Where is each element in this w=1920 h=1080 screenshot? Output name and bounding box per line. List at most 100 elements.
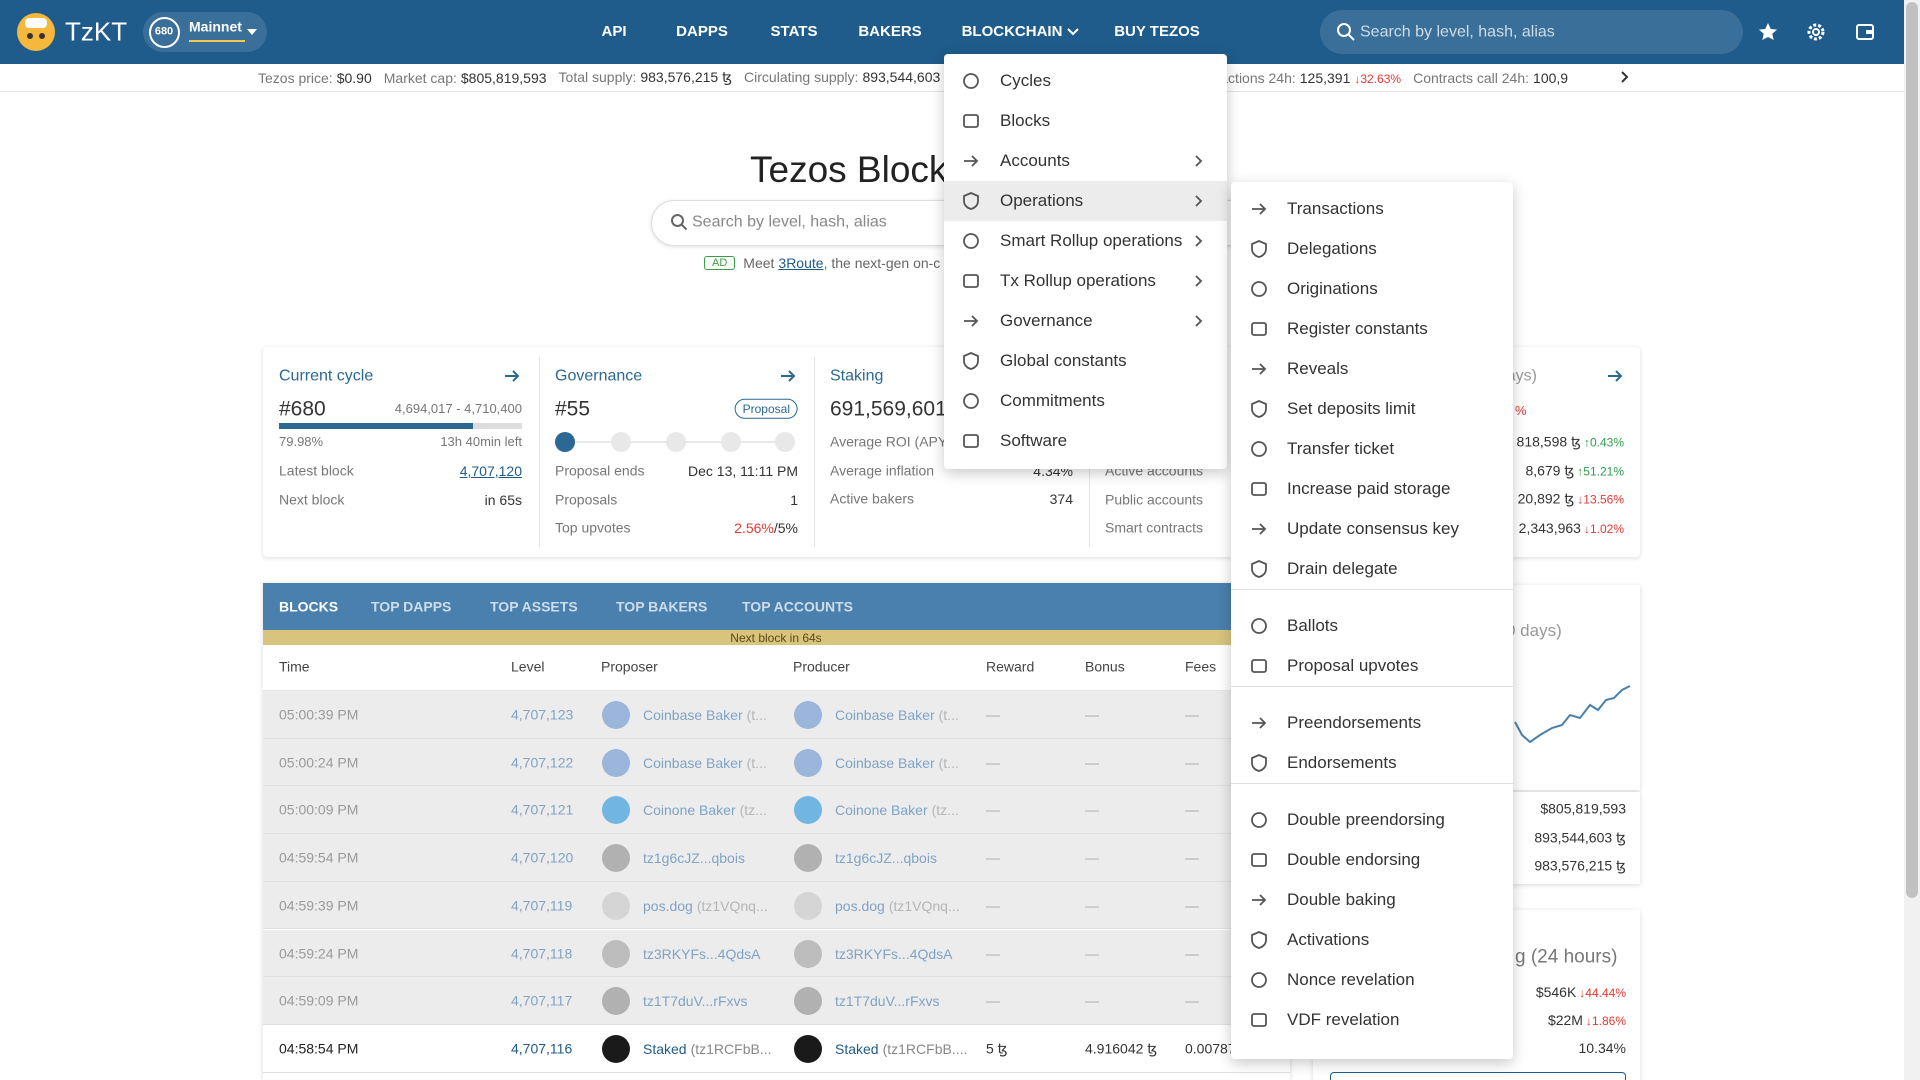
- avatar: [602, 748, 630, 777]
- staking-title: g (24 hours): [1515, 946, 1618, 968]
- card-separator: [539, 357, 540, 547]
- icon-shape: [1251, 281, 1267, 297]
- baker-alias: Coinbase Baker: [643, 707, 743, 723]
- submenu-item[interactable]: [1231, 606, 1513, 646]
- row-value: 2,343,963 ↓1.02%: [1519, 520, 1624, 536]
- submenu-item[interactable]: [1231, 920, 1513, 960]
- card-alert: %: [1515, 403, 1527, 419]
- card-title[interactable]: Current cycle: [279, 367, 374, 385]
- tab[interactable]: TOP BAKERS: [616, 598, 708, 615]
- baker-name[interactable]: Staked (tz1RCFbB....: [835, 1041, 967, 1057]
- baker-name[interactable]: tz3RKYFs...4QdsA: [835, 946, 952, 962]
- table-row[interactable]: [263, 738, 1290, 787]
- menu-label: Blocks: [1000, 110, 1051, 130]
- baker-name[interactable]: Staked (tz1RCFbB...: [643, 1041, 772, 1057]
- block-level[interactable]: 4,707,116: [511, 1040, 573, 1057]
- block-level[interactable]: 4,707,123: [511, 706, 574, 723]
- icon-shape: [39, 33, 45, 39]
- menu-item[interactable]: [944, 61, 1227, 101]
- submenu-label: Double endorsing: [1287, 849, 1421, 869]
- block-level[interactable]: 4,707,118: [511, 945, 573, 962]
- value-text: 8,679 ꜩ: [1525, 462, 1575, 478]
- submenu-icon: [1251, 659, 1267, 673]
- header-search[interactable]: [1320, 10, 1743, 54]
- submenu-chevron: [1195, 315, 1203, 327]
- table-row[interactable]: [263, 1024, 1290, 1073]
- supply-value: 983,576,215 ꜩ: [1534, 857, 1626, 874]
- icon-shape: [963, 352, 979, 370]
- value-text[interactable]: 4,707,120: [459, 463, 522, 479]
- icon-shape: [1807, 23, 1825, 41]
- menu-label: Software: [1000, 430, 1068, 450]
- baker-name[interactable]: Coinone Baker (tz...: [835, 802, 959, 818]
- baker-name[interactable]: tz1g6cJZ...qbois: [643, 850, 745, 866]
- baker-name[interactable]: tz1T7duV...rFxvs: [643, 993, 748, 1009]
- icon-shape: [963, 192, 979, 210]
- submenu-label: VDF revelation: [1287, 1009, 1400, 1029]
- submenu-item[interactable]: [1231, 349, 1513, 389]
- nav-link[interactable]: STATS: [770, 23, 818, 40]
- staking-button[interactable]: [1330, 1072, 1626, 1080]
- block-fees: —: [1185, 945, 1199, 962]
- submenu-label: Delegations: [1287, 238, 1377, 258]
- baker-name[interactable]: Coinbase Baker (t...: [643, 755, 767, 771]
- submenu-icon: [1251, 400, 1267, 418]
- scrollbar-thumb[interactable]: [1906, 2, 1918, 898]
- baker-name[interactable]: Coinbase Baker (t...: [835, 707, 959, 723]
- value-text: 10.34%: [1578, 1040, 1626, 1056]
- tab[interactable]: TOP ACCOUNTS: [742, 598, 853, 615]
- menu-item[interactable]: [944, 141, 1227, 181]
- ticker-change: ↓32.63%: [1354, 71, 1402, 86]
- baker-name[interactable]: Coinbase Baker (t...: [643, 707, 767, 723]
- block-bonus: —: [1085, 992, 1099, 1009]
- block-level[interactable]: 4,707,121: [511, 801, 574, 818]
- submenu-divider: [1231, 685, 1513, 687]
- tab[interactable]: TOP DAPPS: [371, 598, 452, 615]
- ad-link[interactable]: 3Route: [778, 255, 824, 271]
- block-fees: —: [1185, 801, 1199, 818]
- block-level[interactable]: 4,707,122: [511, 754, 574, 771]
- tab[interactable]: BLOCKS: [279, 598, 339, 615]
- nav-link[interactable]: API: [601, 23, 627, 40]
- tab[interactable]: TOP ASSETS: [490, 598, 578, 615]
- nav-link[interactable]: BAKERS: [858, 23, 922, 40]
- ad-lead: Meet: [743, 255, 775, 271]
- row-value: 1: [790, 492, 798, 508]
- value-change: ↓1.86%: [1585, 1014, 1626, 1028]
- value-change: ↑51.21%: [1577, 464, 1624, 478]
- block-level[interactable]: 4,707,120: [511, 849, 574, 866]
- logo-icon: [17, 13, 55, 51]
- baker-name[interactable]: pos.dog (tz1VQnq...: [643, 898, 768, 914]
- column-header: Proposer: [601, 658, 658, 675]
- nav-link[interactable]: BUY TEZOS: [1114, 23, 1200, 40]
- baker-name[interactable]: tz1g6cJZ...qbois: [835, 850, 937, 866]
- block-level[interactable]: 4,707,117: [511, 992, 573, 1009]
- menu-label: Cycles: [1000, 70, 1052, 90]
- table-row[interactable]: [263, 786, 1290, 835]
- baker-name[interactable]: pos.dog (tz1VQnq...: [835, 898, 960, 914]
- table-row[interactable]: [263, 977, 1290, 1025]
- ticker-value: 893,544,603 ꜩ: [862, 69, 955, 85]
- value-change: ↑0.43%: [1583, 435, 1624, 450]
- row-label: Average ROI (APY: [830, 433, 948, 450]
- card-title[interactable]: Governance: [555, 367, 643, 385]
- menu-item[interactable]: [944, 181, 1227, 221]
- baker-name[interactable]: tz3RKYFs...4QdsA: [643, 946, 760, 962]
- menu-item[interactable]: [944, 101, 1227, 141]
- menu-item[interactable]: [944, 421, 1227, 461]
- network-name[interactable]: Mainnet: [189, 18, 242, 35]
- block-level[interactable]: 4,707,119: [511, 897, 573, 914]
- table-row[interactable]: [263, 929, 1290, 978]
- tab-bar: [263, 583, 1290, 630]
- card-title[interactable]: Staking: [830, 367, 884, 385]
- baker-name[interactable]: tz1T7duV...rFxvs: [835, 993, 940, 1009]
- baker-name[interactable]: Coinone Baker (tz...: [643, 802, 767, 818]
- table-row[interactable]: [263, 834, 1290, 882]
- icon-shape: [963, 434, 979, 448]
- nav-link[interactable]: DAPPS: [676, 23, 728, 40]
- nav-link[interactable]: BLOCKCHAIN: [961, 23, 1063, 40]
- table-row[interactable]: [263, 691, 1290, 739]
- table-row[interactable]: [263, 881, 1290, 930]
- icon-shape: [1251, 754, 1267, 772]
- baker-name[interactable]: Coinbase Baker (t...: [835, 755, 959, 771]
